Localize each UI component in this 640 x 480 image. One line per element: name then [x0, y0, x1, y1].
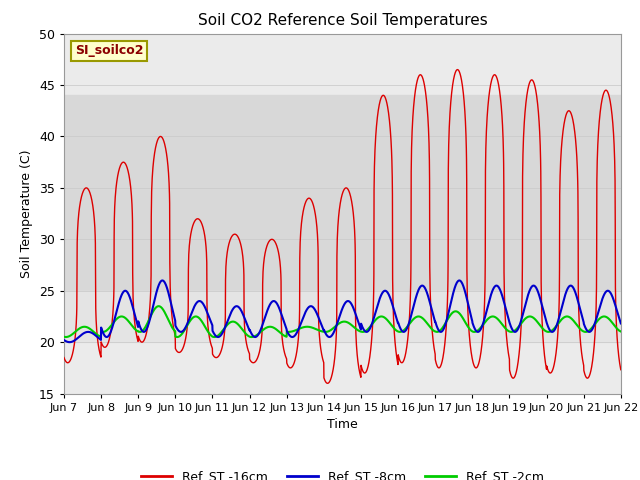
Text: SI_soilco2: SI_soilco2 [75, 44, 143, 58]
Bar [64, 291, 621, 342]
Bar [64, 96, 621, 291]
Legend: Ref_ST -16cm, Ref_ST -8cm, Ref_ST -2cm: Ref_ST -16cm, Ref_ST -8cm, Ref_ST -2cm [136, 465, 549, 480]
Title: Soil CO2 Reference Soil Temperatures: Soil CO2 Reference Soil Temperatures [198, 13, 487, 28]
X-axis label: Time: Time [327, 418, 358, 431]
Y-axis label: Soil Temperature (C): Soil Temperature (C) [20, 149, 33, 278]
